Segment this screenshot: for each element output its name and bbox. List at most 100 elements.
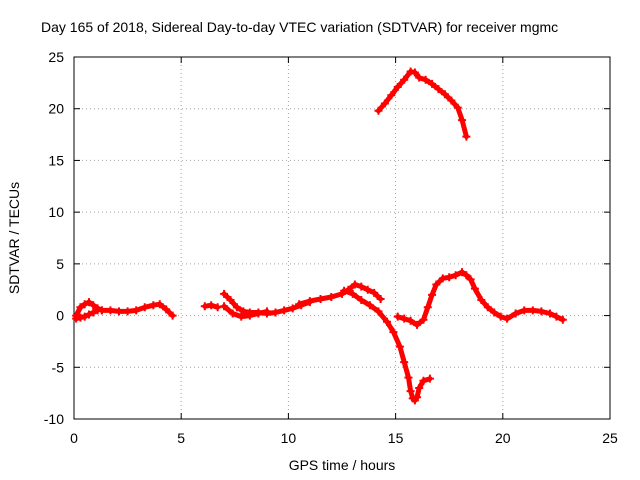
data-point — [415, 73, 424, 82]
y-tick-label: 25 — [48, 49, 64, 65]
data-point — [106, 306, 115, 315]
data-point — [80, 312, 89, 321]
data-point — [458, 268, 467, 277]
data-point — [140, 303, 149, 312]
data-point — [316, 295, 325, 304]
data-point — [76, 303, 85, 312]
data-point — [348, 289, 357, 298]
data-point — [380, 99, 389, 108]
data-point — [496, 312, 505, 321]
plot-frame — [73, 56, 611, 420]
data-point — [220, 302, 229, 311]
data-point — [162, 305, 171, 314]
data-point — [226, 296, 235, 305]
data-point — [406, 67, 415, 76]
data-point — [421, 75, 430, 84]
data-point — [453, 103, 462, 112]
data-point — [305, 297, 314, 306]
data-point — [406, 387, 415, 396]
series-arc-6 — [220, 302, 271, 321]
data-point — [232, 303, 241, 312]
data-point — [400, 358, 409, 367]
data-point — [340, 286, 349, 295]
data-point — [423, 303, 432, 312]
data-point — [115, 307, 124, 316]
data-point — [72, 314, 81, 323]
data-point — [374, 106, 383, 115]
y-tick-label: -10 — [44, 411, 64, 427]
series-trace — [395, 269, 566, 328]
x-axis-label: GPS time / hours — [289, 457, 396, 473]
axis-ticks: 0 5 10 15 20 25 -10 -5 0 5 10 15 20 25 — [44, 49, 618, 446]
data-point — [425, 374, 434, 383]
data-point — [357, 296, 366, 305]
data-point — [406, 316, 415, 325]
data-point — [393, 82, 402, 91]
data-point — [419, 315, 428, 324]
data-point — [438, 274, 447, 283]
data-point — [447, 96, 456, 105]
data-point — [400, 75, 409, 84]
data-point — [490, 308, 499, 317]
data-point — [365, 301, 374, 310]
x-tick-label: 0 — [70, 430, 78, 446]
data-point — [383, 317, 392, 326]
data-point — [503, 314, 512, 323]
chart-title: Day 165 of 2018, Sidereal Day-to-day VTE… — [41, 19, 558, 35]
data-point — [85, 298, 94, 307]
data-point — [389, 328, 398, 337]
data-point — [80, 300, 89, 309]
series-arc-4 — [200, 301, 222, 312]
data-point — [132, 306, 141, 315]
data-point — [149, 301, 158, 310]
data-point — [295, 300, 304, 309]
series-arc-8 — [340, 286, 434, 405]
data-point — [387, 91, 396, 100]
data-point — [395, 342, 404, 351]
data-point — [511, 309, 520, 318]
data-point — [440, 90, 449, 99]
data-point — [528, 306, 537, 315]
series-arc-3 — [97, 300, 177, 320]
data-point — [97, 306, 106, 315]
x-tick-label: 20 — [495, 430, 511, 446]
series-trace — [375, 69, 469, 140]
y-tick-label: 5 — [56, 256, 64, 272]
data-point — [89, 308, 98, 317]
data-point — [537, 307, 546, 316]
data-point — [462, 271, 471, 280]
data-point — [413, 320, 422, 329]
data-point — [466, 275, 475, 284]
data-point — [363, 285, 372, 294]
y-tick-label: 0 — [56, 308, 64, 324]
y-axis-label: SDTVAR / TECUs — [6, 182, 22, 294]
data-point — [254, 309, 263, 318]
data-point — [404, 373, 413, 382]
data-point — [428, 290, 437, 299]
data-point — [168, 311, 177, 320]
series-arc-2 — [72, 306, 102, 323]
data-point — [207, 301, 216, 310]
data-point — [237, 312, 246, 321]
data-point — [271, 308, 280, 317]
x-tick-label: 15 — [388, 430, 404, 446]
y-tick-label: 20 — [48, 101, 64, 117]
data-point — [545, 309, 554, 318]
data-point — [462, 132, 471, 141]
series-trace — [99, 301, 176, 319]
data-point — [123, 307, 132, 316]
data-point — [280, 306, 289, 315]
data-point — [327, 292, 336, 301]
data-point — [428, 79, 437, 88]
data-point — [350, 280, 359, 289]
data-point — [370, 288, 379, 297]
data-point — [400, 314, 409, 323]
data-point — [445, 273, 454, 282]
data-point — [458, 116, 467, 125]
data-point — [220, 289, 229, 298]
data-point — [432, 280, 441, 289]
data-point — [434, 85, 443, 94]
data-point — [419, 376, 428, 385]
data-point — [483, 303, 492, 312]
data-point — [413, 393, 422, 402]
